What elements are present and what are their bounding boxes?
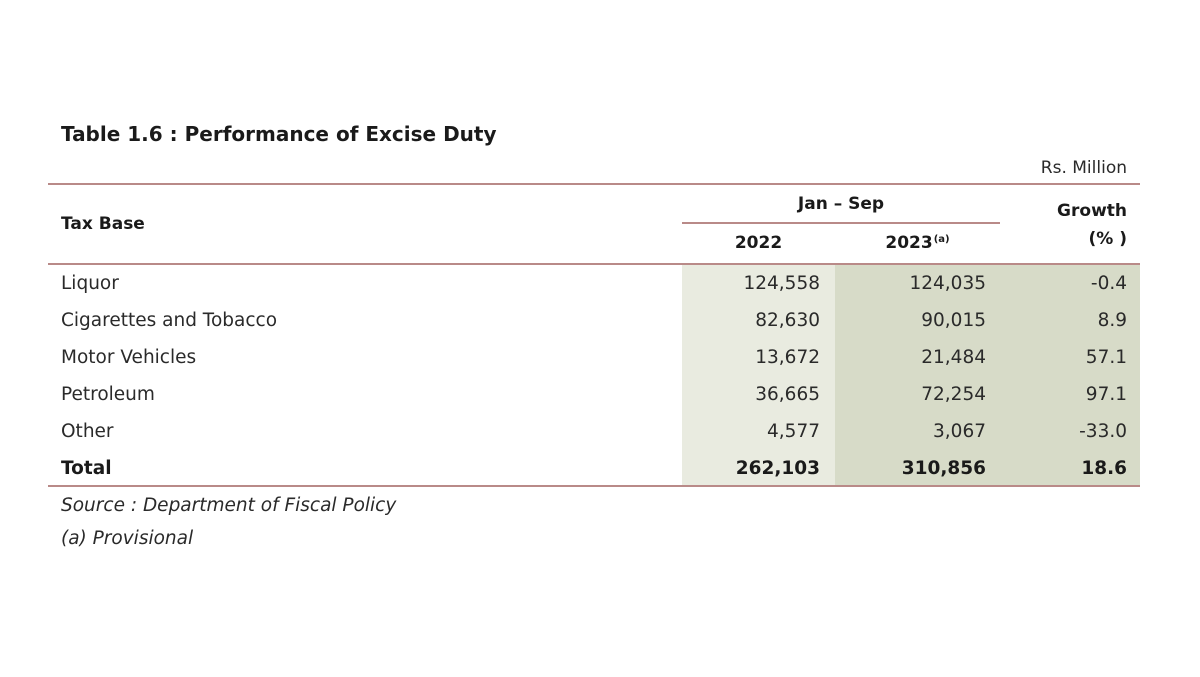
unit-label: Rs. Million: [1040, 158, 1127, 178]
value-2023: 21,484: [921, 347, 986, 368]
row-label: Cigarettes and Tobacco: [61, 310, 278, 331]
value-2022: 4,577: [767, 421, 820, 442]
provisional-note: (a) Provisional: [61, 528, 194, 549]
value-2023: 90,015: [921, 310, 986, 331]
total-label: Total: [61, 458, 112, 479]
table-row: Liquor 124,558 124,035 -0.4: [0, 267, 1200, 304]
shade-2023-growth-columns: [835, 265, 1140, 485]
table-row: Petroleum 36,665 72,254 97.1: [0, 378, 1200, 415]
table-row: Cigarettes and Tobacco 82,630 90,015 8.9: [0, 304, 1200, 341]
value-growth: -0.4: [1090, 273, 1127, 294]
total-2023: 310,856: [901, 458, 986, 479]
total-growth: 18.6: [1081, 458, 1127, 479]
header-growth: Growth: [1057, 201, 1127, 221]
bottom-rule: [48, 485, 1140, 487]
row-label: Liquor: [61, 273, 119, 294]
provisional-marker: (a): [933, 234, 950, 245]
value-2023: 3,067: [933, 421, 986, 442]
header-year-2023-text: 2023: [885, 233, 933, 253]
header-year-2022: 2022: [734, 233, 783, 253]
header-year-2023: 2023(a): [835, 233, 1000, 253]
value-growth: -33.0: [1079, 421, 1127, 442]
table-title: Table 1.6 : Performance of Excise Duty: [61, 122, 497, 146]
value-2022: 36,665: [755, 384, 820, 405]
header-growth-unit: (% ): [1088, 229, 1128, 249]
value-growth: 97.1: [1085, 384, 1127, 405]
header-tax-base: Tax Base: [61, 214, 145, 234]
value-2023: 124,035: [909, 273, 986, 294]
table-row: Other 4,577 3,067 -33.0: [0, 415, 1200, 452]
period-subrule: [682, 222, 1000, 224]
row-label: Other: [61, 421, 114, 442]
total-row: Total 262,103 310,856 18.6: [0, 452, 1200, 489]
table-row: Motor Vehicles 13,672 21,484 57.1: [0, 341, 1200, 378]
value-2022: 124,558: [743, 273, 820, 294]
total-2022: 262,103: [735, 458, 820, 479]
header-period: Jan – Sep: [797, 194, 885, 214]
shade-2022-column: [682, 265, 835, 485]
value-growth: 8.9: [1097, 310, 1127, 331]
value-2023: 72,254: [921, 384, 986, 405]
top-rule: [48, 183, 1140, 185]
header-rule: [48, 263, 1140, 265]
value-2022: 13,672: [755, 347, 820, 368]
table-body: Liquor 124,558 124,035 -0.4 Cigarettes a…: [0, 267, 1200, 489]
source-note: Source : Department of Fiscal Policy: [61, 495, 397, 516]
value-growth: 57.1: [1085, 347, 1127, 368]
row-label: Motor Vehicles: [61, 347, 197, 368]
value-2022: 82,630: [755, 310, 820, 331]
row-label: Petroleum: [61, 384, 155, 405]
